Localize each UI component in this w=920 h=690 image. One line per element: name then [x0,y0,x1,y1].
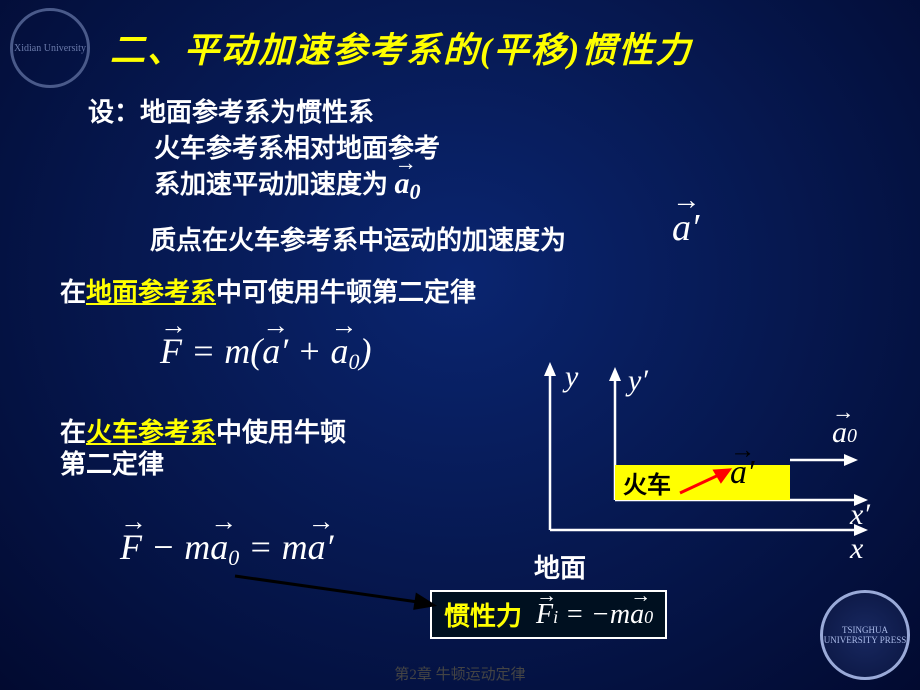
train-frame-link: 火车参考系 [86,418,216,447]
assume-l3a: 系加速平动加速度为 [154,170,395,199]
inertial-force-box: 惯性力 Fi = −ma0 [430,590,667,639]
yprime-label: y′ [628,364,648,398]
inertial-equation: Fi = −ma0 [536,599,653,631]
eq1-eq: = m( [182,331,262,371]
a0-sub: 0 [410,179,421,204]
equation-1: F = m(a′ + a0) [160,330,371,375]
university-logo-top-left: Xidian University [10,8,90,88]
point-text: 质点在火车参考系中运动的加速度为 [150,226,566,255]
slide-title: 二、平动加速参考系的(平移)惯性力 [110,22,692,73]
a0-label: a0 [832,416,857,450]
t-a: 在 [60,418,86,447]
assume-line-3: 系加速平动加速度为 a0 [154,164,421,205]
reference-frame-diagram: 火车 a′ y y′ x x′ a0 地面 [510,360,890,620]
assume-line-1: 设：地面参考系为惯性系 [88,92,374,129]
y-label: y [565,360,578,394]
eq2-F: F [120,526,142,568]
train-box: 火车 [615,465,790,500]
eq1-a0: a [330,330,348,372]
g-a: 在 [60,278,86,307]
eq1-a1: a [262,330,280,372]
logo-text: Xidian University [14,43,86,54]
a0-vec: a [395,167,410,201]
inertial-label: 惯性力 [444,596,522,633]
eq1-F: F [160,330,182,372]
x-label: x [850,532,863,566]
train-label: 火车 [623,465,671,500]
assume-prefix: 设： [88,98,140,127]
eq2-mid: − m [142,527,210,567]
t-b: 中使用牛顿 [216,418,346,447]
slide-footer: 第2章 牛顿运动定律 [0,663,920,684]
assume-l1: 地面参考系为惯性系 [140,98,374,127]
ground-frame-line: 在地面参考系中可使用牛顿第二定律 [60,272,476,309]
aprime-in-train: a′ [730,454,754,492]
eq1-close: ) [359,331,371,371]
eq1-sub0: 0 [348,349,359,374]
logo-text: TSINGHUA UNIVERSITY PRESS [823,625,907,645]
train-frame-line-2: 第二定律 [60,444,164,481]
pointer-arrow-svg [225,558,455,618]
aprime-symbol: a′ [672,206,699,250]
xprime-label: x′ [850,498,870,532]
ground-label: 地面 [534,548,586,585]
point-line: 质点在火车参考系中运动的加速度为 [150,220,566,257]
ground-frame-link: 地面参考系 [86,278,216,307]
g-b: 中可使用牛顿第二定律 [216,278,476,307]
